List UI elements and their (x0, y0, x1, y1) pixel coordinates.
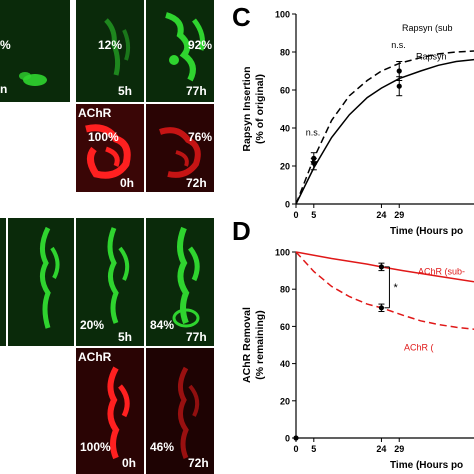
percent-label: 20% (80, 318, 105, 332)
time-label: 0h (122, 456, 137, 470)
series-line-1 (295, 58, 474, 205)
time-label: n (0, 82, 8, 96)
green-fluorescence-image (0, 218, 6, 346)
panel-label-c: C (232, 2, 251, 32)
micrograph-rapsyn-pre-2 (8, 218, 74, 346)
chart-c: 0 20 40 60 80 100 0 5 24 29 Time (Hours po Rapsyn I… (241, 10, 474, 237)
x-tick-label: 24 (376, 444, 386, 454)
x-tick-label: 5 (311, 210, 316, 220)
x-axis-label: Time (Hours po (390, 226, 463, 237)
micrograph-rapsyn-5h-2: 20% 5h (76, 218, 144, 346)
percent-label: 76% (188, 130, 213, 144)
micrograph-achr-72h: 76% 72h (146, 104, 214, 192)
percent-label: 100% (80, 440, 111, 454)
x-tick-label: 29 (394, 210, 404, 220)
percent-label: % (0, 38, 11, 52)
red-fluorescence-image (76, 348, 144, 474)
data-point (293, 435, 299, 441)
data-point (378, 305, 385, 311)
percent-label: 100% (88, 130, 119, 144)
green-fluorescence-image (76, 0, 144, 102)
y-tick-label: 60 (280, 86, 290, 96)
annotation-significance: * (393, 282, 398, 294)
y-tick-label: 60 (280, 322, 290, 332)
percent-label: 92% (188, 38, 213, 52)
percent-label: 12% (98, 38, 123, 52)
y-tick-label: 100 (275, 10, 290, 20)
red-fluorescence-image (146, 104, 214, 192)
green-fluorescence-image (8, 218, 74, 346)
y-tick-label: 20 (280, 396, 290, 406)
time-label: 0h (120, 176, 135, 190)
y-axis-label: AChR Removal (241, 307, 253, 383)
time-label: 5h (118, 84, 133, 98)
x-tick-label: 29 (394, 444, 404, 454)
y-axis-label: (% of original) (254, 74, 266, 144)
micrograph-rapsyn-77h: 92% 77h (146, 0, 214, 102)
channel-label: AChR (78, 350, 112, 364)
time-label: 77h (186, 330, 207, 344)
y-tick-label: 100 (275, 248, 290, 258)
percent-label: 84% (150, 318, 175, 332)
red-fluorescence-image (146, 348, 214, 474)
x-tick-label: 24 (376, 210, 386, 220)
x-tick-label: 0 (293, 444, 298, 454)
chart-d: 0 20 40 60 80 100 0 5 24 29 Time (Hours po AChR Rem… (241, 248, 474, 471)
y-tick-label: 0 (285, 434, 290, 444)
series-line-1 (295, 251, 474, 330)
data-point (310, 161, 318, 168)
y-tick-label: 80 (280, 285, 290, 295)
green-fluorescence-image (0, 0, 70, 102)
micrograph-rapsyn-pre: % n (0, 0, 70, 102)
x-axis-label: Time (Hours po (390, 460, 463, 471)
micrograph-achr-0h-2: AChR 100% 0h (76, 348, 144, 474)
micrograph-achr-72h-2: 46% 72h (146, 348, 214, 474)
micrograph-rapsyn-5h: 12% 5h (76, 0, 144, 102)
annotation-ns: n.s. (306, 128, 321, 138)
y-tick-label: 40 (280, 124, 290, 134)
y-tick-label: 0 (285, 200, 290, 210)
micrograph-partial-left (0, 218, 6, 346)
y-axis-label: Rapsyn Insertion (241, 66, 253, 151)
time-label: 77h (186, 84, 207, 98)
micrograph-achr-0h: AChR 100% 0h (76, 104, 144, 192)
green-fluorescence-image (76, 218, 144, 346)
y-axis-label: (% remaining) (254, 310, 266, 379)
x-tick-label: 0 (293, 210, 298, 220)
y-tick-label: 20 (280, 162, 290, 172)
series-label: AChR (sub- (418, 266, 465, 276)
red-fluorescence-image (76, 104, 144, 192)
series-label: Rapsyn (sub (402, 23, 453, 33)
time-label: 72h (186, 176, 207, 190)
data-point (378, 264, 385, 270)
y-tick-label: 40 (280, 359, 290, 369)
y-tick-label: 80 (280, 48, 290, 58)
series-label: AChR ( (404, 343, 434, 353)
annotation-ns: n.s. (391, 40, 406, 50)
series-label: Rapsyn (416, 52, 447, 62)
panel-label-d: D (232, 216, 251, 246)
data-point (396, 68, 402, 74)
green-fluorescence-image (146, 0, 214, 102)
green-fluorescence-image (146, 218, 214, 346)
channel-label: AChR (78, 106, 112, 120)
series-line-0 (295, 50, 474, 205)
percent-label: 46% (150, 440, 175, 454)
time-label: 72h (188, 456, 209, 470)
micrograph-rapsyn-77h-2: 84% 77h (146, 218, 214, 346)
data-point (396, 83, 402, 89)
time-label: 5h (118, 330, 133, 344)
x-tick-label: 5 (311, 444, 316, 454)
